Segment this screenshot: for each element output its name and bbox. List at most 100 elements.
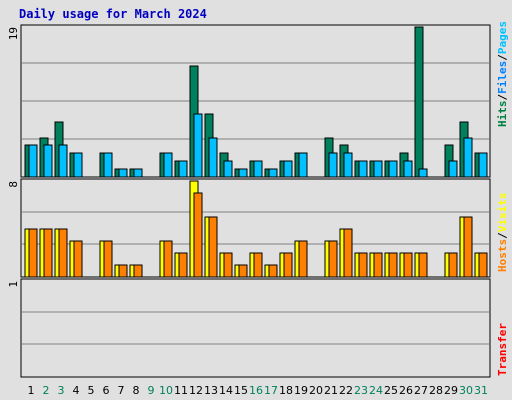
bar-hosts-11 [178,252,188,278]
bar-hosts-3 [58,228,68,278]
bar-hosts-8 [133,264,143,278]
day-label-7: 7 [118,384,125,397]
day-label-15: 15 [234,384,248,397]
day-label-25: 25 [384,384,398,397]
legend-label-middle-1: / [496,232,509,239]
bar-pages-24 [373,160,383,178]
bar-pages-23 [358,160,368,178]
bar-pages-22 [343,152,353,178]
bar-hosts-26 [403,252,413,278]
bar-pages-16 [253,160,263,178]
bar-hosts-23 [358,252,368,278]
day-label-27: 27 [414,384,428,397]
day-label-12: 12 [189,384,203,397]
bar-hosts-6 [103,240,113,278]
bar-hosts-7 [118,264,128,278]
bar-pages-26 [403,160,413,178]
day-label-18: 18 [279,384,293,397]
day-label-16: 16 [249,384,263,397]
ymax-label-transfer: 1 [7,281,20,288]
bar-hosts-2 [43,228,53,278]
day-label-21: 21 [324,384,338,397]
day-label-24: 24 [369,384,383,397]
bar-hosts-22 [343,228,353,278]
day-label-26: 26 [399,384,413,397]
bar-hosts-17 [268,264,278,278]
bar-hosts-30 [463,216,473,278]
bar-hosts-25 [388,252,398,278]
bar-pages-10 [163,152,173,178]
bar-pages-11 [178,160,188,178]
day-label-31: 31 [474,384,488,397]
day-label-8: 8 [133,384,140,397]
bar-hosts-16 [253,252,263,278]
bar-hosts-27 [418,252,428,278]
bar-pages-7 [118,168,128,178]
chart-title: Daily usage for March 2024 [19,7,207,21]
bar-pages-15 [238,168,248,178]
day-label-19: 19 [294,384,308,397]
bar-pages-3 [58,144,68,178]
legend-label-top-1: / [496,93,509,101]
bar-hosts-10 [163,240,173,278]
day-label-4: 4 [73,384,80,397]
day-label-17: 17 [264,384,278,397]
day-label-28: 28 [429,384,443,397]
bar-pages-25 [388,160,398,178]
day-label-13: 13 [204,384,218,397]
bar-pages-2 [43,144,53,178]
bar-hosts-21 [328,240,338,278]
legend-label-top-2: Files [496,60,509,94]
bar-hosts-19 [298,240,308,278]
legend-label-top-3: / [496,54,509,61]
bar-hosts-24 [373,252,383,278]
bar-pages-8 [133,168,143,178]
hits-files-pages-legend: Hits/Files/Pages [496,21,509,127]
transfer-legend: Transfer [496,323,509,376]
bar-pages-13 [208,137,218,178]
bar-pages-17 [268,168,278,178]
bar-hosts-13 [208,216,218,278]
bar-pages-27 [418,168,428,178]
bar-hits-27 [414,26,424,178]
bar-pages-19 [298,152,308,178]
bar-pages-29 [448,160,458,178]
day-label-6: 6 [103,384,110,397]
day-label-29: 29 [444,384,458,397]
legend-label-bottom-0: Transfer [496,323,509,376]
panel-frame-transfer [20,278,491,378]
day-label-30: 30 [459,384,473,397]
day-label-2: 2 [43,384,50,397]
day-label-23: 23 [354,384,368,397]
day-label-10: 10 [159,384,173,397]
legend-label-top-4: Pages [496,21,509,55]
bar-pages-18 [283,160,293,178]
day-label-14: 14 [219,384,233,397]
bar-pages-1 [28,144,38,178]
day-label-1: 1 [28,384,35,397]
bar-pages-4 [73,152,83,178]
bar-hosts-15 [238,264,248,278]
bar-hosts-31 [478,252,488,278]
bar-pages-12 [193,113,203,178]
bar-hosts-14 [223,252,233,278]
legend-label-top-0: Hits [496,100,509,128]
day-label-3: 3 [58,384,65,397]
day-label-20: 20 [309,384,323,397]
day-label-5: 5 [88,384,95,397]
day-label-11: 11 [174,384,188,397]
bar-pages-31 [478,152,488,178]
ymax-label-hosts-visits: 8 [7,181,20,188]
bar-pages-6 [103,152,113,178]
bar-hosts-1 [28,228,38,278]
legend-label-middle-0: Hosts [496,238,509,272]
hosts-visits-legend: Hosts/Visits [496,193,509,273]
bar-hosts-4 [73,240,83,278]
bar-pages-30 [463,137,473,178]
day-label-22: 22 [339,384,353,397]
ymax-label-hits-files-pages: 19 [7,27,20,40]
legend-label-middle-2: Visits [496,192,509,233]
bar-hosts-18 [283,252,293,278]
bar-hosts-29 [448,252,458,278]
